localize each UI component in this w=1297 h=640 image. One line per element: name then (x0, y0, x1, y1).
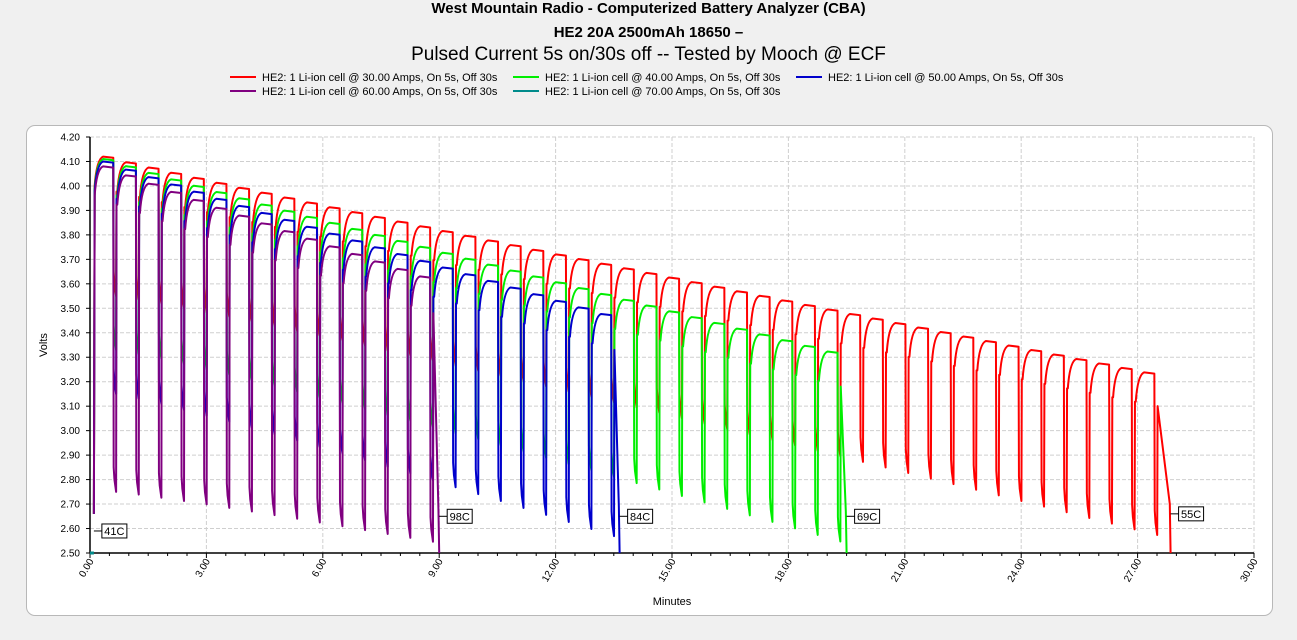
annotation-label-2: 84C (630, 511, 650, 523)
tick-label-x-5: 15.00 (657, 557, 679, 585)
legend-swatch-70a (513, 90, 539, 93)
legend-label-50a: HE2: 1 Li-ion cell @ 50.00 Amps, On 5s, … (828, 72, 1064, 84)
legend-item-70a: HE2: 1 Li-ion cell @ 70.00 Amps, On 5s, … (513, 86, 780, 99)
legend-item-40a: HE2: 1 Li-ion cell @ 40.00 Amps, On 5s, … (513, 72, 780, 85)
tick-label-y-1: 2.60 (61, 524, 81, 535)
chart-subtitle: HE2 20A 2500mAh 18650 – (553, 24, 744, 41)
annotation-label-0: 41C (104, 526, 124, 538)
tick-label-x-1: 3.00 (194, 557, 213, 580)
legend-swatch-60a (230, 90, 256, 93)
tick-label-x-4: 12.00 (540, 557, 562, 585)
tick-label-x-6: 18.00 (773, 557, 795, 585)
annotation-label-1: 98C (450, 511, 470, 523)
tick-label-y-9: 3.40 (61, 328, 81, 339)
annotation-box-3 (854, 508, 881, 524)
tick-label-y-12: 3.70 (61, 255, 81, 266)
annotation-0: 41C (93, 523, 128, 539)
legend-label-30a: HE2: 1 Li-ion cell @ 30.00 Amps, On 5s, … (262, 72, 498, 84)
tick-label-y-2: 2.70 (61, 500, 81, 511)
x-axis-label: Minutes (653, 596, 692, 608)
series-group (90, 155, 1172, 555)
tick-label-x-10: 30.00 (1239, 557, 1261, 585)
tick-label-x-9: 27.00 (1122, 557, 1144, 585)
legend-swatch-40a (513, 76, 539, 79)
legend-item-60a: HE2: 1 Li-ion cell @ 60.00 Amps, On 5s, … (230, 86, 497, 99)
tick-label-x-0: 0.00 (77, 557, 96, 580)
annotation-1: 98C (439, 508, 473, 524)
annotation-label-4: 55C (1181, 509, 1201, 521)
tick-label-y-14: 3.90 (61, 206, 81, 217)
tick-label-y-7: 3.20 (61, 377, 81, 388)
annotations: 41C 98C 84C 69C 55C (93, 506, 1205, 539)
annotation-label-3: 69C (857, 511, 877, 523)
tick-label-y-17: 4.20 (61, 133, 81, 144)
annotation-box-4 (1178, 506, 1205, 522)
tick-label-y-4: 2.90 (61, 451, 81, 462)
tick-label-x-8: 24.00 (1006, 557, 1028, 585)
tick-label-x-7: 21.00 (889, 557, 911, 585)
tick-label-y-13: 3.80 (61, 230, 81, 241)
legend-item-30a: HE2: 1 Li-ion cell @ 30.00 Amps, On 5s, … (230, 72, 497, 85)
chart-title: West Mountain Radio - Computerized Batte… (431, 0, 866, 17)
tick-label-y-16: 4.10 (61, 157, 81, 168)
tick-label-y-8: 3.30 (61, 353, 81, 364)
annotation-box-2 (627, 508, 654, 524)
tick-label-y-5: 3.00 (61, 426, 81, 437)
y-axis-label: Volts (38, 333, 50, 357)
tick-label-y-15: 4.00 (61, 181, 81, 192)
legend-label-60a: HE2: 1 Li-ion cell @ 60.00 Amps, On 5s, … (262, 86, 498, 98)
tick-label-y-10: 3.50 (61, 304, 81, 315)
legend-label-40a: HE2: 1 Li-ion cell @ 40.00 Amps, On 5s, … (545, 72, 781, 84)
legend-label-70a: HE2: 1 Li-ion cell @ 70.00 Amps, On 5s, … (545, 86, 781, 98)
series-line-3 (92, 165, 441, 554)
tick-label-x-3: 9.00 (427, 557, 446, 580)
tick-label-y-0: 2.50 (61, 549, 81, 560)
tick-label-y-11: 3.60 (61, 279, 81, 290)
annotation-3: 69C (846, 508, 881, 524)
grid (89, 136, 1255, 554)
annotation-2: 84C (619, 508, 654, 524)
tick-label-y-6: 3.10 (61, 402, 81, 413)
legend-item-50a: HE2: 1 Li-ion cell @ 50.00 Amps, On 5s, … (796, 72, 1063, 85)
legend-swatch-30a (230, 76, 256, 79)
annotation-4: 55C (1170, 506, 1205, 522)
axes: 2.50 2.60 2.70 2.80 2.90 3.00 3.10 3.20 3.30 3.40… (61, 133, 1261, 585)
tick-label-x-2: 6.00 (310, 557, 329, 580)
legend-swatch-50a (796, 76, 822, 79)
annotation-box-1 (446, 508, 473, 524)
chart-subtitle-2: Pulsed Current 5s on/30s off -- Tested b… (411, 44, 886, 65)
annotation-box-0 (101, 523, 128, 539)
series-line-1 (92, 158, 848, 554)
tick-label-y-3: 2.80 (61, 475, 81, 486)
